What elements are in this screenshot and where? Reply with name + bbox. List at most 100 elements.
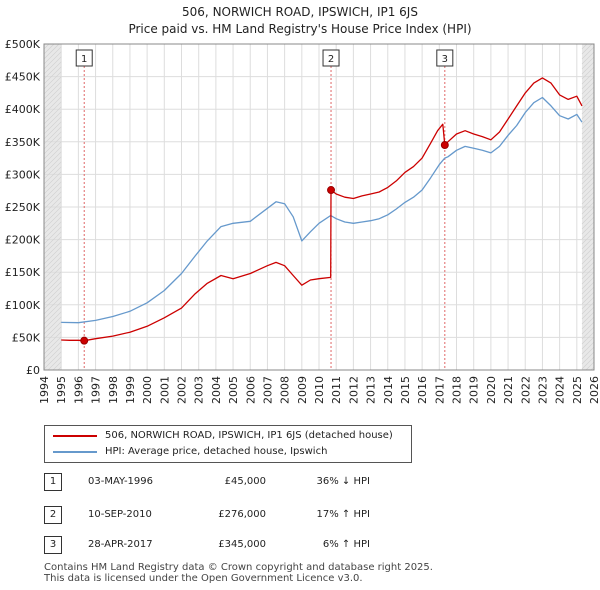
hatch-line xyxy=(581,251,595,265)
hatch-line xyxy=(581,146,595,160)
hatch-line xyxy=(581,316,595,330)
legend-item-property: 506, NORWICH ROAD, IPSWICH, IP1 6JS (det… xyxy=(45,428,405,444)
hatch-line xyxy=(581,176,595,190)
y-tick-label: £0 xyxy=(26,364,40,377)
hatch-line xyxy=(581,106,595,120)
x-tick-label: 2024 xyxy=(554,376,567,404)
sale-price: £45,000 xyxy=(224,476,266,487)
legend-swatch-property xyxy=(53,435,97,437)
hatch-line xyxy=(43,321,62,340)
hatch-line xyxy=(43,161,62,180)
sale-hpi-change: 36% ↓ HPI xyxy=(316,476,370,487)
hatch-line xyxy=(43,216,62,235)
hatch-line xyxy=(43,71,62,90)
hatch-line xyxy=(590,366,595,371)
x-tick-label: 2019 xyxy=(468,376,481,404)
hatch-line xyxy=(581,101,595,115)
hatch-line xyxy=(43,191,62,210)
table-row: 1 03-MAY-1996 £45,000 36% ↓ HPI xyxy=(0,470,420,494)
hatch-line xyxy=(581,161,595,175)
hatch-line xyxy=(43,111,62,130)
x-tick-label: 2020 xyxy=(485,376,498,404)
hatch-line xyxy=(57,366,62,371)
legend-label-hpi: HPI: Average price, detached house, Ipsw… xyxy=(105,446,328,457)
y-tick-label: £250K xyxy=(5,201,41,214)
hatch-line xyxy=(43,351,62,370)
x-tick-label: 2005 xyxy=(227,376,240,404)
hatch-line xyxy=(581,351,595,365)
hatch-line xyxy=(43,241,62,260)
sale-hpi-change: 17% ↑ HPI xyxy=(316,509,370,520)
x-tick-label: 2008 xyxy=(279,376,292,404)
hatch-line xyxy=(43,236,62,255)
hatch-line xyxy=(43,176,62,195)
plot-frame xyxy=(43,43,595,371)
hatch-line xyxy=(581,276,595,290)
hatch-line xyxy=(43,346,62,365)
sale-label-number: 2 xyxy=(328,54,334,65)
sale-date: 10-SEP-2010 xyxy=(88,509,152,520)
hatch-line xyxy=(581,46,595,60)
legend-swatch-hpi xyxy=(53,451,97,453)
hatch-line xyxy=(581,71,595,85)
x-tick-label: 2026 xyxy=(588,376,600,404)
hatch-line xyxy=(581,181,595,195)
title-line: 506, NORWICH ROAD, IPSWICH, IP1 6JS xyxy=(182,5,418,19)
hatch-line xyxy=(43,136,62,155)
sale-hpi-change: 6% ↑ HPI xyxy=(322,539,370,550)
hatch-line xyxy=(43,206,62,225)
hatch-line xyxy=(581,166,595,180)
hatch-line xyxy=(581,86,595,100)
x-tick-label: 2015 xyxy=(399,376,412,404)
sale-date: 28-APR-2017 xyxy=(88,539,153,550)
hatch-line xyxy=(43,76,62,95)
hatch-line xyxy=(43,131,62,150)
sale-label-number: 3 xyxy=(442,54,448,65)
x-tick-label: 1996 xyxy=(72,376,85,404)
x-tick-label: 2013 xyxy=(365,376,378,404)
hatch-line xyxy=(581,61,595,75)
hatch-line xyxy=(43,61,62,80)
hatch-line xyxy=(585,361,595,371)
hatch-line xyxy=(43,306,62,325)
hatch-line xyxy=(43,146,62,165)
hatch-line xyxy=(581,356,595,370)
x-tick-label: 1999 xyxy=(124,376,137,404)
hatch-line xyxy=(581,231,595,245)
hatch-line xyxy=(43,286,62,305)
hatch-line xyxy=(581,236,595,250)
sale-marker-label: 3 xyxy=(44,536,62,554)
hatch-line xyxy=(43,51,62,70)
footer-line: Contains HM Land Registry data © Crown c… xyxy=(44,562,433,573)
sale-point xyxy=(440,141,449,150)
hatch-line xyxy=(581,171,595,185)
hatch-line xyxy=(581,126,595,140)
hatch-line xyxy=(581,261,595,275)
footer-attribution: Contains HM Land Registry data © Crown c… xyxy=(44,562,433,584)
hatch-line xyxy=(43,266,62,285)
y-tick-label: £200K xyxy=(5,234,41,247)
hatch-line xyxy=(52,361,62,371)
hatch-line xyxy=(581,186,595,200)
hatch-line xyxy=(581,201,595,215)
y-tick-label: £450K xyxy=(5,71,41,84)
hatch-line xyxy=(581,56,595,70)
hatch-line xyxy=(581,216,595,230)
hatch-line xyxy=(581,311,595,325)
x-tick-label: 1998 xyxy=(107,376,120,404)
hatch-line xyxy=(581,206,595,220)
price-paid-line xyxy=(61,77,583,342)
x-tick-label: 2003 xyxy=(193,376,206,404)
chart-title: 506, NORWICH ROAD, IPSWICH, IP1 6JS Pric… xyxy=(0,4,600,38)
hatch-line xyxy=(581,286,595,300)
y-tick-label: £100K xyxy=(5,299,41,312)
hatch-line xyxy=(43,96,62,115)
hatch-line xyxy=(581,321,595,335)
hatch-line xyxy=(43,106,62,125)
hatch-line xyxy=(43,196,62,215)
hatch-line xyxy=(43,296,62,315)
x-tick-label: 2011 xyxy=(330,376,343,404)
x-tick-label: 2004 xyxy=(210,376,223,404)
hatch-line xyxy=(43,326,62,345)
chart-legend: 506, NORWICH ROAD, IPSWICH, IP1 6JS (det… xyxy=(44,425,412,463)
